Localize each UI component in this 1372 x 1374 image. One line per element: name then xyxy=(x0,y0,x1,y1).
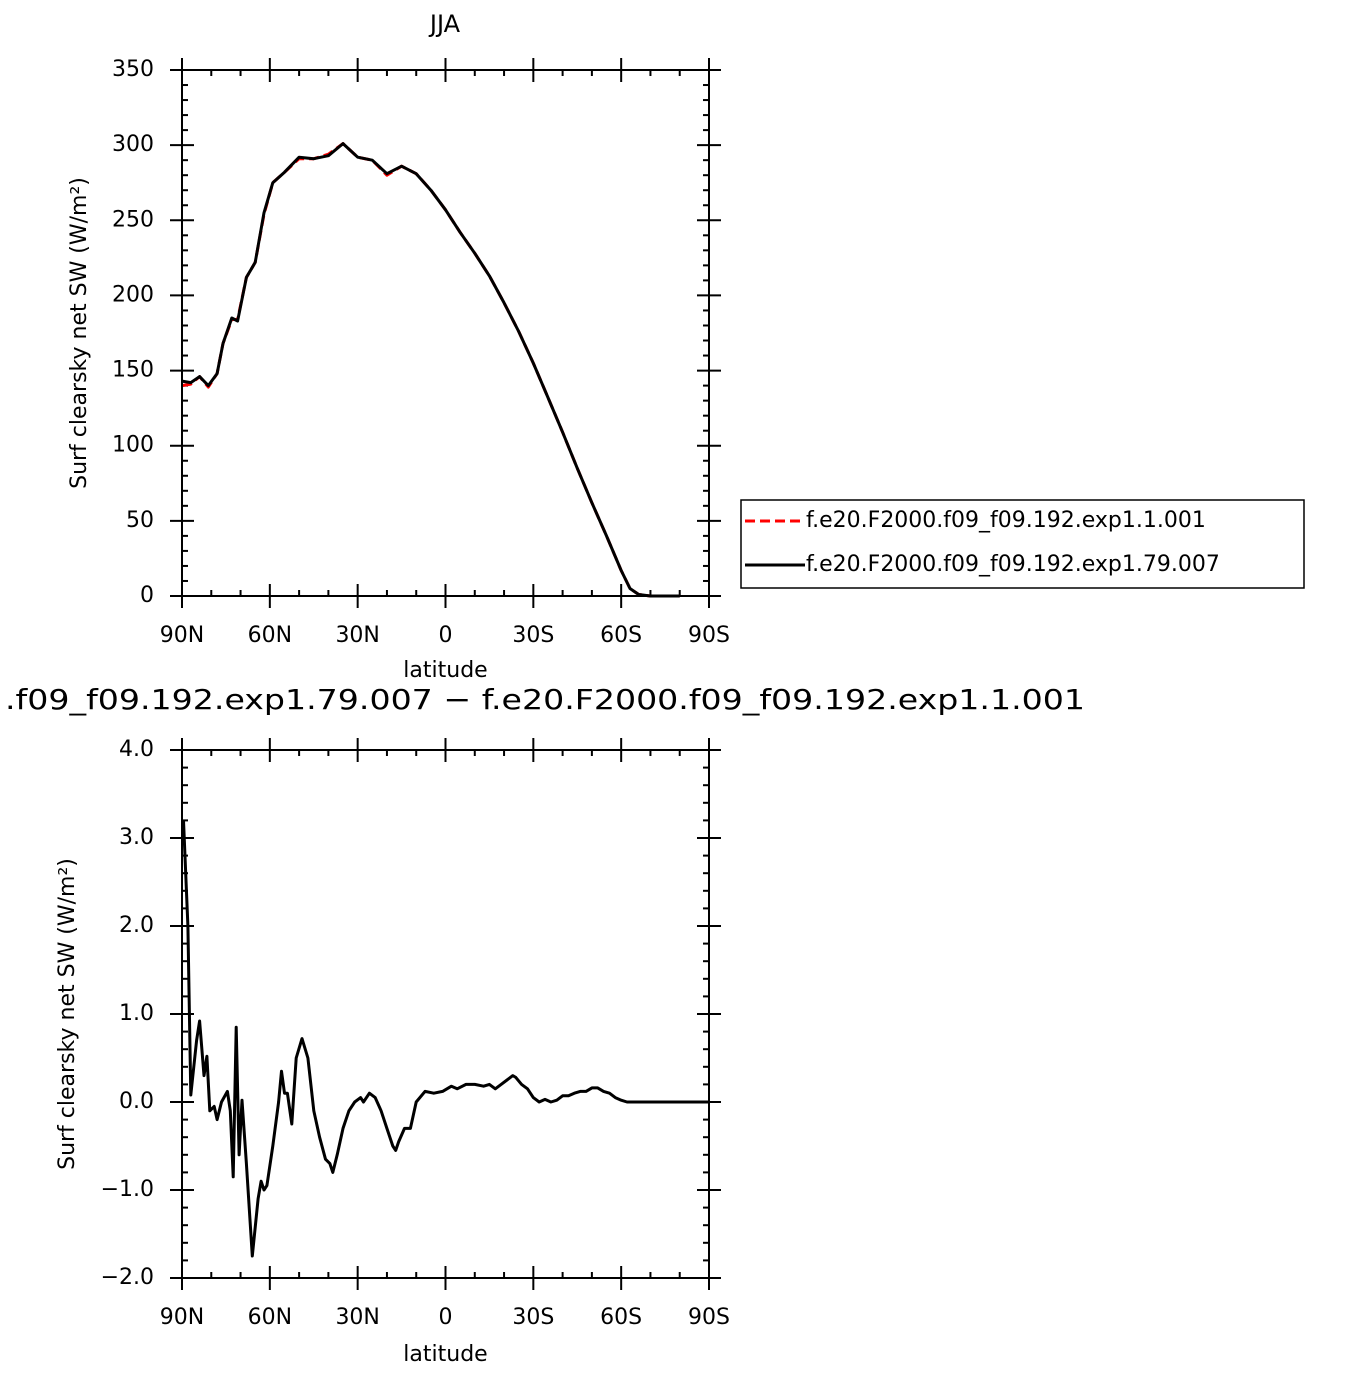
x-tick-label: 90N xyxy=(160,1305,204,1330)
y-tick-label: 0 xyxy=(140,583,154,608)
y-axis-label: Surf clearsky net SW (W/m²) xyxy=(55,858,80,1170)
legend-box xyxy=(740,499,1305,589)
y-tick-label: 50 xyxy=(126,508,154,533)
x-tick-label: 30S xyxy=(512,1305,554,1330)
y-tick-label: 350 xyxy=(112,57,154,82)
y-tick-label: 4.0 xyxy=(119,737,154,762)
y-tick-label: 0.0 xyxy=(119,1089,154,1114)
x-tick-label: 60N xyxy=(248,1305,292,1330)
x-tick-label: 60S xyxy=(600,623,642,648)
chart-title: JJA xyxy=(428,10,461,38)
x-tick-label: 0 xyxy=(439,623,453,648)
y-tick-label: 3.0 xyxy=(119,825,154,850)
y-tick-label: 2.0 xyxy=(119,913,154,938)
y-tick-label: 150 xyxy=(112,358,154,383)
x-tick-label: 90S xyxy=(688,1305,730,1330)
y-tick-label: 300 xyxy=(112,132,154,157)
x-tick-label: 30S xyxy=(512,623,554,648)
y-tick-label: −1.0 xyxy=(101,1177,154,1202)
y-tick-label: 100 xyxy=(112,433,154,458)
y-tick-label: −2.0 xyxy=(101,1265,154,1290)
x-axis-label: latitude xyxy=(403,658,487,683)
plot-frame xyxy=(181,749,710,1279)
x-tick-label: 30N xyxy=(335,623,379,648)
x-tick-label: 90S xyxy=(688,623,730,648)
y-tick-label: 1.0 xyxy=(119,1001,154,1026)
y-axis-label: Surf clearsky net SW (W/m²) xyxy=(67,177,92,489)
y-tick-label: 250 xyxy=(112,207,154,232)
x-tick-label: 0 xyxy=(439,1305,453,1330)
data-line xyxy=(181,142,680,598)
y-tick-label: 200 xyxy=(112,282,154,307)
data-line xyxy=(182,820,709,1258)
data-line xyxy=(181,142,680,598)
chart-title: .f09_f09.192.exp1.79.007 − f.e20.F2000.f… xyxy=(5,683,1085,716)
x-tick-label: 60N xyxy=(248,623,292,648)
plot-frame xyxy=(181,69,710,597)
legend-label: f.e20.F2000.f09_f09.192.exp1.1.001 xyxy=(806,508,1206,533)
x-tick-label: 60S xyxy=(600,1305,642,1330)
legend-label: f.e20.F2000.f09_f09.192.exp1.79.007 xyxy=(806,552,1220,577)
x-tick-label: 30N xyxy=(335,1305,379,1330)
x-axis-label: latitude xyxy=(403,1342,487,1367)
x-tick-label: 90N xyxy=(160,623,204,648)
